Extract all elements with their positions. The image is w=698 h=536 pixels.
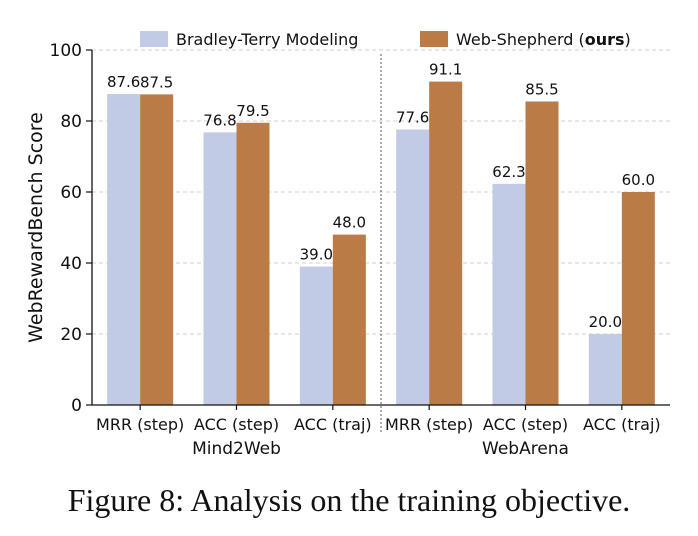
x-tick-label: ACC (traj)	[294, 415, 372, 434]
bar-value-label: 39.0	[300, 246, 333, 264]
bar-chart: 87.6 76.8 39.0 77.6 62.3 20.0 87.5 79.5 48.0 91.1…	[25, 30, 670, 459]
bar-value-label: 91.1	[429, 61, 462, 79]
legend-swatch	[140, 31, 168, 47]
x-tick-label: MRR (step)	[385, 415, 473, 434]
bar-value-label: 60.0	[622, 171, 655, 189]
group-label: WebArena	[482, 439, 569, 459]
bar-value-label: 20.0	[589, 313, 622, 331]
bar-value-label: 85.5	[525, 80, 558, 98]
bar-bradley-terry	[396, 129, 430, 405]
axes: 0 20 40 60 80 100 MRR (step) ACC (step) ACC (tra…	[25, 41, 670, 459]
bar-value-label: 62.3	[492, 163, 525, 181]
value-labels: 87.6 76.8 39.0 77.6 62.3 20.0 87.5 79.5 48.0 91.1…	[107, 61, 655, 331]
bar-bradley-terry	[107, 94, 141, 406]
bar-value-label: 76.8	[203, 111, 236, 129]
legend-swatch	[420, 31, 448, 47]
y-axis-title: WebRewardBench Score	[25, 112, 47, 343]
x-tick-label: ACC (traj)	[583, 415, 661, 434]
bar-value-label: 77.6	[396, 109, 429, 127]
y-tick-label: 80	[60, 112, 82, 132]
bar-web-shepherd	[525, 101, 559, 405]
bar-web-shepherd	[140, 94, 174, 405]
bar-web-shepherd	[429, 81, 463, 405]
legend-label: Web-Shepherd (ours)	[456, 30, 631, 49]
y-tick-label: 100	[50, 41, 82, 61]
x-tick-label: ACC (step)	[483, 415, 568, 434]
y-tick-label: 20	[60, 325, 82, 345]
bar-value-label: 87.5	[140, 73, 173, 91]
bar-value-label: 48.0	[333, 214, 366, 232]
bar-bradley-terry	[203, 132, 237, 406]
bar-web-shepherd	[236, 122, 270, 406]
y-tick-label: 0	[71, 396, 82, 416]
figure-caption: Figure 8: Analysis on the training objec…	[67, 482, 631, 518]
group-label: Mind2Web	[192, 439, 281, 459]
legend: Bradley-Terry Modeling Web-Shepherd (ours…	[140, 30, 631, 49]
bar-web-shepherd	[621, 192, 655, 405]
y-tick-label: 60	[60, 183, 82, 203]
bar-value-label: 79.5	[236, 102, 269, 120]
x-tick-label: MRR (step)	[96, 415, 184, 434]
bar-bradley-terry	[588, 334, 622, 405]
x-tick-label: ACC (step)	[194, 415, 279, 434]
bar-bradley-terry	[492, 183, 526, 405]
y-tick-label: 40	[60, 254, 82, 274]
bar-bradley-terry	[299, 266, 333, 405]
bars	[107, 81, 655, 406]
bar-web-shepherd	[332, 234, 366, 405]
bar-value-label: 87.6	[107, 73, 140, 91]
legend-label: Bradley-Terry Modeling	[176, 30, 358, 49]
